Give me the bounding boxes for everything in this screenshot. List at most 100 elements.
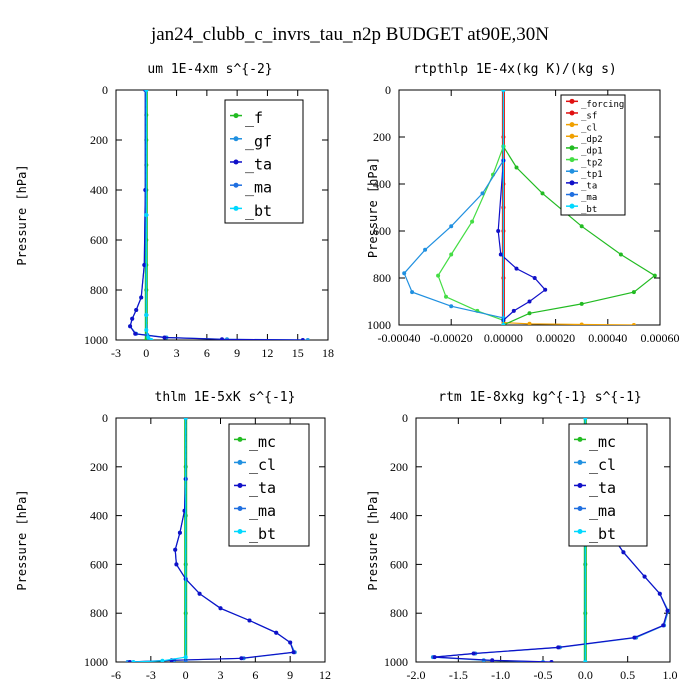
x-tick-label: 6	[252, 668, 258, 682]
legend-label: _ta	[581, 182, 597, 192]
y-tick-label: 200	[373, 130, 391, 144]
legend-marker	[569, 122, 575, 128]
x-tick-label: -3	[146, 668, 156, 682]
legend-marker	[569, 168, 575, 174]
x-tick-label: -3	[111, 346, 121, 360]
legend-marker	[577, 459, 583, 465]
y-tick-label: 1000	[84, 655, 108, 669]
legend-marker	[233, 182, 239, 188]
data-point	[144, 213, 149, 217]
data-point	[543, 287, 548, 292]
data-point	[432, 655, 437, 660]
data-point	[514, 165, 519, 170]
data-point	[220, 337, 224, 340]
x-tick-label: 0.00060	[641, 331, 680, 345]
data-point	[160, 658, 165, 662]
data-point	[631, 323, 636, 325]
x-tick-label: -6	[111, 668, 121, 682]
x-tick-label: 9	[287, 668, 293, 682]
legend-marker	[237, 436, 243, 442]
x-tick-label: -0.00020	[430, 331, 473, 345]
y-tick-label: 200	[90, 133, 108, 147]
data-point	[288, 640, 293, 645]
chart-panel-1: um 1E-4xm s^{-2} Pressure [hPa] -3 0 3 6 9 12 15…	[15, 62, 334, 360]
y-tick-label: 1000	[84, 333, 108, 347]
legend-label: _bt	[245, 202, 272, 220]
data-point	[274, 630, 279, 635]
x-tick-label: 0	[143, 346, 149, 360]
series-group	[128, 90, 310, 340]
x-tick-label: -0.00040	[378, 331, 421, 345]
data-point	[144, 313, 149, 317]
x-tick-label: 0.00020	[536, 331, 575, 345]
data-point	[549, 660, 554, 662]
series-line-dp1	[502, 146, 656, 325]
data-point	[652, 273, 657, 278]
data-point	[127, 660, 132, 662]
y-tick-label: 600	[390, 557, 408, 571]
legend-label: _gf	[245, 132, 272, 150]
legend-marker	[577, 436, 583, 442]
data-point	[540, 191, 545, 196]
data-point	[514, 266, 519, 271]
data-point	[532, 276, 537, 280]
data-point	[131, 660, 136, 662]
data-point	[621, 550, 626, 555]
data-point	[527, 311, 532, 316]
legend-marker	[233, 136, 239, 142]
data-point	[579, 224, 584, 229]
legend-marker	[569, 133, 575, 139]
data-point	[449, 224, 454, 229]
y-tick-label: 600	[373, 224, 391, 238]
data-point	[579, 301, 584, 306]
x-tick-label: 15	[292, 346, 304, 360]
legend-label: _ma	[589, 502, 616, 520]
data-point	[498, 252, 503, 257]
data-point	[128, 324, 133, 329]
x-tick-label: 18	[322, 346, 334, 360]
chart-panel-3: thlm 1E-5xK s^{-1} Pressure [hPa] -6 -3 0 3 6 9…	[15, 390, 331, 682]
legend-label: _ma	[249, 502, 276, 520]
legend-marker	[569, 180, 575, 186]
series-group	[125, 418, 297, 662]
series-line-cl	[503, 322, 634, 325]
x-tick-label: 0.00040	[588, 331, 627, 345]
series-line-tp2	[437, 146, 504, 321]
legend-marker	[233, 205, 239, 211]
legend-label: _cl	[581, 123, 597, 133]
legend-label: _mc	[249, 433, 276, 451]
x-tick-label: -2.0	[407, 668, 426, 682]
legend-label: _cl	[249, 456, 276, 474]
series-line-bt	[133, 418, 187, 662]
y-tick-label: 800	[90, 283, 108, 297]
y-tick-label: 600	[90, 233, 108, 247]
data-point	[291, 650, 296, 655]
x-tick-label: 1.0	[663, 668, 678, 682]
data-point	[665, 608, 670, 613]
y-tick-label: 200	[390, 460, 408, 474]
data-point	[449, 252, 454, 257]
data-point	[527, 299, 532, 304]
legend-marker	[569, 110, 575, 116]
data-point	[579, 322, 584, 325]
panel-title: rtm 1E-8xkg kg^{-1} s^{-1}	[438, 390, 642, 405]
legend-marker	[569, 98, 575, 104]
legend-label: _bt	[581, 205, 597, 215]
y-tick-label: 600	[90, 557, 108, 571]
y-axis-label: Pressure [hPa]	[366, 489, 380, 590]
data-point	[661, 623, 666, 628]
data-point	[183, 655, 188, 660]
data-point	[162, 335, 167, 340]
y-tick-label: 800	[390, 606, 408, 620]
legend-marker	[569, 203, 575, 209]
y-tick-label: 0	[102, 411, 108, 425]
y-tick-label: 200	[90, 460, 108, 474]
data-point	[642, 574, 647, 579]
data-point	[146, 335, 151, 340]
legend-label: _forcing	[581, 100, 624, 110]
legend-label: _tp1	[581, 170, 603, 180]
data-point	[305, 338, 310, 340]
data-point	[177, 530, 182, 535]
legend-label: _mc	[589, 433, 616, 451]
